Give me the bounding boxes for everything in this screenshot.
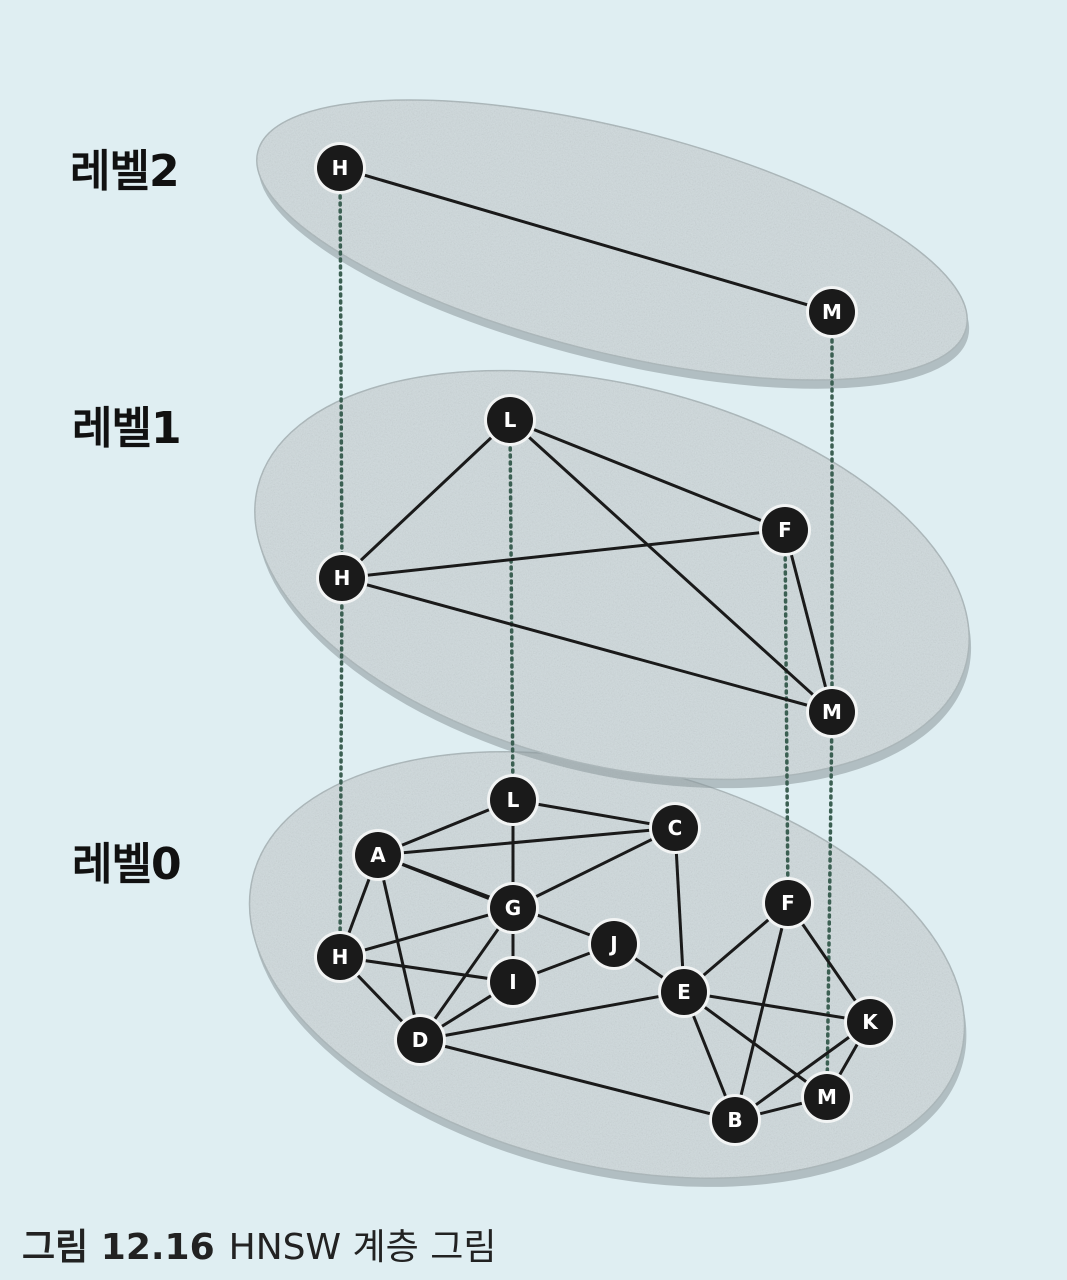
node-circle (319, 555, 365, 601)
edge-l0-D-B (419, 1038, 736, 1122)
node-l1-M: M (806, 686, 858, 738)
graph-edges (338, 166, 872, 1122)
edge-l1-H-F (341, 528, 786, 580)
caption-number: 그림 12.16 (22, 1227, 215, 1268)
level-2-label: 레벨2 (70, 146, 180, 197)
node-circle (762, 507, 808, 553)
node-circle (490, 885, 536, 931)
node-l1-F: F (759, 504, 811, 556)
node-l0-M: M (801, 1071, 853, 1123)
node-circle (397, 1017, 443, 1063)
node-l0-I: I (487, 956, 539, 1008)
edge-l0-G-C (512, 826, 676, 910)
edge-l1-L-F (509, 418, 786, 532)
node-circle (765, 880, 811, 926)
node-l1-H: H (316, 552, 368, 604)
node-label: H (332, 945, 349, 969)
node-circle (317, 934, 363, 980)
node-label: A (370, 843, 386, 867)
edge-l0-A-D (376, 854, 422, 1041)
node-circle (355, 832, 401, 878)
node-circle (490, 959, 536, 1005)
node-circle (652, 805, 698, 851)
vertical-link-F-1-0 (783, 528, 790, 905)
node-circle (487, 397, 533, 443)
node-circle (591, 921, 637, 967)
node-label: L (507, 788, 520, 812)
node-circle (847, 999, 893, 1045)
node-label: D (412, 1028, 429, 1052)
node-label: J (608, 932, 617, 956)
node-circle (809, 289, 855, 335)
node-circle (809, 689, 855, 735)
node-l1-L: L (484, 394, 536, 446)
node-l2-H: H (314, 142, 366, 194)
node-l2-M: M (806, 286, 858, 338)
node-circle (317, 145, 363, 191)
node-label: H (334, 566, 351, 590)
node-label: L (504, 408, 517, 432)
vertical-link-H-1-0 (338, 576, 344, 959)
edge-l1-L-H (340, 418, 512, 580)
level-1-label: 레벨1 (72, 403, 182, 454)
edge-l0-E-K (683, 990, 871, 1024)
caption-text: HNSW 계층 그림 (228, 1227, 497, 1268)
node-l0-K: K (844, 996, 896, 1048)
vertical-links (338, 166, 834, 1099)
node-label: C (668, 816, 683, 840)
node-label: H (332, 156, 349, 180)
edge-l1-F-M (783, 529, 834, 713)
edge-l0-D-E (419, 990, 685, 1042)
node-circle (661, 969, 707, 1015)
node-l0-G: G (487, 882, 539, 934)
edge-l2-H-M (339, 166, 833, 314)
node-l0-B: B (709, 1094, 761, 1146)
node-label: F (778, 518, 792, 542)
node-l0-E: E (658, 966, 710, 1018)
edge-l1-L-M (508, 418, 834, 714)
edge-l0-H-I (339, 955, 514, 984)
node-l0-H: H (314, 931, 366, 983)
edge-l0-L-C (512, 798, 676, 830)
node-label: M (822, 300, 842, 324)
node-l0-F: F (762, 877, 814, 929)
node-l0-D: D (394, 1014, 446, 1066)
edge-l0-A-C (377, 826, 676, 857)
vertical-link-H-2-1 (338, 166, 344, 580)
level-2-plane-texture (256, 99, 968, 381)
node-label: B (727, 1108, 742, 1132)
graph-nodes: H M L F H M L A C F G J H I E K D M B (314, 142, 896, 1146)
node-label: M (817, 1085, 837, 1109)
vertical-link-L-1-0 (508, 418, 515, 802)
node-l0-L: L (487, 774, 539, 826)
edge-l1-H-M (341, 576, 833, 714)
node-label: F (781, 891, 795, 915)
edge-l0-K-B (734, 1020, 871, 1122)
edge-l0-F-B (733, 902, 790, 1121)
node-label: G (505, 896, 521, 920)
node-l0-A: A (352, 829, 404, 881)
node-label: K (862, 1010, 879, 1034)
level-0-label: 레벨0 (72, 839, 182, 890)
level-1-plane-texture (254, 370, 970, 780)
edge-l0-C-E (673, 827, 686, 993)
node-circle (490, 777, 536, 823)
node-l0-J: J (588, 918, 640, 970)
figure-caption: 그림 12.16 HNSW 계층 그림 (22, 1218, 496, 1270)
edge-l0-E-M (683, 990, 828, 1099)
node-label: I (509, 970, 516, 994)
node-circle (804, 1074, 850, 1120)
node-circle (712, 1097, 758, 1143)
node-label: M (822, 700, 842, 724)
node-label: E (677, 980, 691, 1004)
edge-l0-G-H (339, 906, 514, 959)
vertical-link-M-1-0 (825, 710, 834, 1099)
node-l0-C: C (649, 802, 701, 854)
